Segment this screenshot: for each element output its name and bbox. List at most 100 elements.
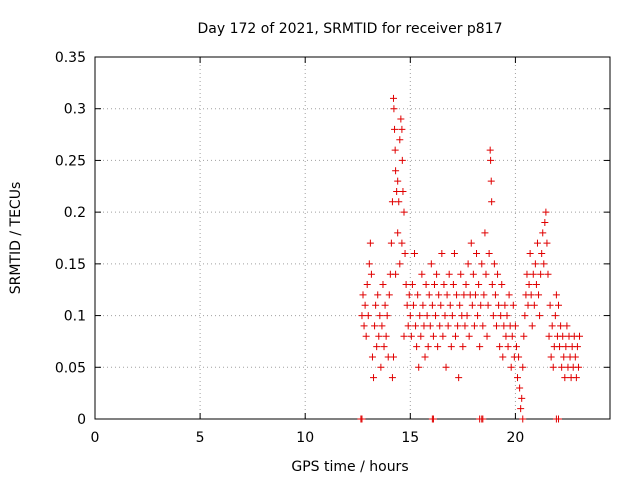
data-point (515, 353, 523, 361)
data-point (572, 374, 580, 382)
data-point (500, 322, 508, 330)
data-point (421, 353, 429, 361)
x-tick-label: 0 (91, 430, 100, 446)
x-tick-label: 20 (506, 430, 524, 446)
data-point (528, 322, 536, 330)
data-point (378, 322, 386, 330)
data-point (571, 353, 579, 361)
data-point (533, 239, 541, 247)
data-point (494, 270, 502, 278)
data-point (526, 250, 534, 258)
data-point (488, 281, 496, 289)
data-point (491, 291, 499, 299)
data-point (499, 353, 507, 361)
data-point (462, 281, 470, 289)
data-point (391, 146, 399, 154)
data-point (477, 301, 485, 309)
data-point (396, 136, 404, 144)
data-point (539, 229, 547, 237)
data-point (490, 260, 498, 268)
data-point (492, 322, 500, 330)
data-point (374, 291, 382, 299)
x-axis-label: GPS time / hours (291, 459, 408, 475)
data-point (404, 322, 412, 330)
data-point (439, 332, 447, 340)
data-point (548, 322, 556, 330)
data-point (504, 343, 512, 351)
data-point (476, 343, 484, 351)
data-point (388, 198, 396, 206)
data-point (560, 353, 568, 361)
data-point (543, 239, 551, 247)
data-point (464, 260, 472, 268)
data-point (488, 198, 496, 206)
y-tick-label: 0.2 (64, 205, 86, 221)
data-point (497, 312, 505, 320)
data-point (514, 374, 522, 382)
data-point (411, 250, 419, 258)
data-point (512, 343, 520, 351)
data-point (359, 291, 367, 299)
y-axis-label: SRMTID / TECUs (8, 182, 24, 295)
data-point (399, 187, 407, 195)
data-point (516, 384, 524, 392)
data-point (483, 332, 491, 340)
data-point (501, 301, 509, 309)
data-point (453, 291, 461, 299)
data-point (418, 270, 426, 278)
data-point (445, 270, 453, 278)
data-point (496, 343, 504, 351)
data-point (419, 301, 427, 309)
data-point (407, 332, 415, 340)
x-tick-label: 15 (401, 430, 419, 446)
data-point (517, 405, 525, 413)
data-point (573, 343, 581, 351)
data-point (371, 322, 379, 330)
y-tick-label: 0.15 (55, 257, 86, 273)
data-point (545, 332, 553, 340)
data-point (532, 281, 540, 289)
data-point (562, 343, 570, 351)
data-point (448, 312, 456, 320)
data-point (441, 312, 449, 320)
data-point (463, 312, 471, 320)
data-point (480, 291, 488, 299)
data-point (546, 301, 554, 309)
y-tick-label: 0 (77, 412, 86, 428)
data-point (460, 291, 468, 299)
data-point (429, 332, 437, 340)
y-tick-label: 0.1 (64, 309, 86, 325)
data-point (405, 291, 413, 299)
data-point (414, 291, 422, 299)
data-point (465, 332, 473, 340)
x-tick-label: 5 (196, 430, 205, 446)
data-point (563, 322, 571, 330)
data-point (390, 105, 398, 113)
data-point (433, 270, 441, 278)
axis-ticks: 0 0.05 0.1 0.15 0.2 0.25 0.3 0.35 0 5 10 15 20 (55, 50, 610, 446)
y-tick-label: 0.35 (55, 50, 86, 66)
data-point (364, 312, 372, 320)
data-point (370, 374, 378, 382)
data-point (518, 394, 526, 402)
data-point (455, 374, 463, 382)
data-point (468, 301, 476, 309)
data-point (391, 125, 399, 133)
data-point (519, 415, 527, 423)
data-point (388, 374, 396, 382)
data-point (413, 343, 421, 351)
data-point (495, 301, 503, 309)
data-point (524, 301, 532, 309)
data-point (459, 343, 467, 351)
y-tick-label: 0.25 (55, 153, 86, 169)
data-point (507, 363, 515, 371)
data-point (358, 312, 366, 320)
data-point (420, 322, 428, 330)
data-point (454, 322, 462, 330)
data-point (556, 343, 564, 351)
data-point (537, 270, 545, 278)
data-point (358, 415, 366, 423)
data-point (443, 291, 451, 299)
data-point (432, 312, 440, 320)
